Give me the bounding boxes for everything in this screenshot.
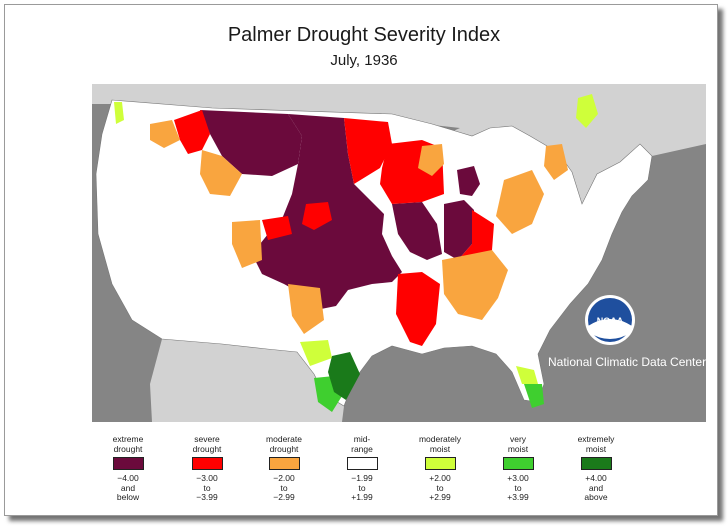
legend-label: mid-range bbox=[312, 426, 412, 454]
legend-range-line: to bbox=[280, 482, 288, 493]
legend-range-line: to bbox=[514, 482, 522, 493]
legend-range-line: +4.00 bbox=[585, 473, 607, 483]
legend-swatch bbox=[346, 457, 378, 470]
extreme-drought-northwest bbox=[200, 110, 302, 176]
legend-range-line: +3.00 bbox=[507, 473, 529, 483]
legend-range-line: to bbox=[436, 482, 444, 493]
legend-swatch bbox=[112, 457, 144, 470]
moderately-moist-texas bbox=[300, 340, 332, 366]
legend-label-line: extremely bbox=[577, 434, 615, 444]
moderately-moist-florida bbox=[516, 366, 538, 384]
legend-swatch bbox=[268, 457, 300, 470]
legend-range-line: below bbox=[116, 492, 140, 502]
legend-range-line: to bbox=[203, 482, 211, 493]
map-title: Palmer Drought Severity Index bbox=[227, 24, 501, 46]
legend-label-line: severe bbox=[194, 434, 220, 444]
legend-label-line: moderate bbox=[266, 434, 302, 444]
extreme-drought-midwest bbox=[392, 202, 442, 260]
severe-drought-northwest bbox=[174, 110, 210, 154]
legend-label: extremely moist bbox=[546, 426, 646, 454]
legend-label-line: moist bbox=[429, 443, 451, 454]
legend-range: +3.00 to +3.99 bbox=[468, 473, 568, 503]
legend-label-line: very bbox=[509, 434, 527, 444]
legend-range-line: above bbox=[584, 492, 608, 502]
moderate-drought-southwest bbox=[288, 284, 324, 334]
legend-range-line: −2.99 bbox=[273, 492, 295, 502]
legend-label: very moist bbox=[468, 426, 568, 454]
legend-range-line: +1.99 bbox=[351, 492, 373, 502]
extreme-drought-indiana bbox=[444, 200, 474, 260]
legend-range-line: to bbox=[358, 482, 366, 493]
moderately-moist-maine bbox=[576, 94, 598, 128]
legend-label-line: moist bbox=[585, 443, 607, 454]
moderate-drought-colorado bbox=[232, 220, 262, 268]
moderate-drought-appalachia bbox=[442, 250, 508, 320]
us-drought-map: NOAA bbox=[92, 84, 706, 422]
legend-label-line: mid- bbox=[353, 434, 371, 444]
legend-label-line: moist bbox=[507, 443, 529, 454]
legend-range-line: −4.00 bbox=[117, 473, 139, 483]
legend-item: very moist +3.00 to +3.99 bbox=[468, 426, 568, 503]
legend-label-line: drought bbox=[113, 443, 143, 454]
very-moist-florida bbox=[524, 384, 544, 408]
map-panel: NOAA bbox=[92, 84, 706, 422]
legend-range: −3.00 to −3.99 bbox=[157, 473, 257, 503]
severe-drought-arkansas bbox=[396, 272, 440, 346]
legend-range: +2.00 to +2.99 bbox=[390, 473, 490, 503]
legend-range: −2.00 to −2.99 bbox=[234, 473, 334, 503]
legend-item: extremely moist +4.00 and above bbox=[546, 426, 646, 503]
legend-range-line: −3.99 bbox=[196, 492, 218, 502]
legend-range-line: and bbox=[120, 482, 136, 493]
noaa-logo: NOAA bbox=[585, 295, 635, 345]
legend-item: extreme drought −4.00 and below bbox=[78, 426, 178, 503]
legend-range: −4.00 and below bbox=[78, 473, 178, 503]
mexico-land bbox=[150, 339, 344, 422]
legend-swatch bbox=[502, 457, 534, 470]
legend-label-line: extreme bbox=[112, 434, 144, 444]
legend-label: extreme drought bbox=[78, 426, 178, 454]
legend-swatch bbox=[191, 457, 223, 470]
legend-range-line: −3.00 bbox=[196, 473, 218, 483]
legend-range-line: +2.00 bbox=[429, 473, 451, 483]
legend-label: moderately moist bbox=[390, 426, 490, 454]
severe-drought-nebraska bbox=[302, 202, 332, 230]
map-subtitle: July, 1936 bbox=[330, 52, 398, 69]
legend-label-line: drought bbox=[269, 443, 299, 454]
extreme-drought-michigan bbox=[457, 166, 480, 196]
canada-land bbox=[92, 84, 706, 204]
legend-range-line: −2.00 bbox=[273, 473, 295, 483]
legend-range: +4.00 and above bbox=[546, 473, 646, 503]
legend-swatch bbox=[424, 457, 456, 470]
legend-item: moderately moist +2.00 to +2.99 bbox=[390, 426, 490, 503]
severe-drought-ohio-valley bbox=[458, 210, 494, 264]
legend-label: severe drought bbox=[157, 426, 257, 454]
legend-range-line: −1.99 bbox=[351, 473, 373, 483]
legend-range-line: +3.99 bbox=[507, 492, 529, 502]
legend-range-line: +2.99 bbox=[429, 492, 451, 502]
organization-label: National Climatic Data Center bbox=[548, 355, 707, 369]
legend-range: −1.99 to +1.99 bbox=[312, 473, 412, 503]
moderate-drought-great-lakes bbox=[418, 144, 444, 176]
legend-label-line: range bbox=[351, 443, 373, 454]
moderate-drought-idaho bbox=[200, 150, 242, 196]
legend-swatch bbox=[580, 457, 612, 470]
legend-label-line: drought bbox=[192, 443, 222, 454]
moderate-drought-oregon bbox=[150, 120, 180, 148]
svg-text:NOAA: NOAA bbox=[597, 316, 624, 326]
extremely-moist-texas bbox=[328, 352, 360, 400]
severe-drought-west bbox=[262, 216, 292, 240]
legend-item: moderate drought −2.00 to −2.99 bbox=[234, 426, 334, 503]
legend-label-line: moderately bbox=[418, 434, 462, 444]
legend-item: mid-range −1.99 to +1.99 bbox=[312, 426, 412, 503]
moderately-moist-washington bbox=[114, 102, 124, 124]
legend-range-line: and bbox=[588, 482, 604, 493]
legend-label: moderate drought bbox=[234, 426, 334, 454]
moderate-drought-newengland bbox=[544, 144, 568, 180]
moderate-drought-northeast bbox=[496, 170, 544, 234]
legend-item: severe drought −3.00 to −3.99 bbox=[157, 426, 257, 503]
severe-drought-dakotas bbox=[344, 118, 392, 184]
